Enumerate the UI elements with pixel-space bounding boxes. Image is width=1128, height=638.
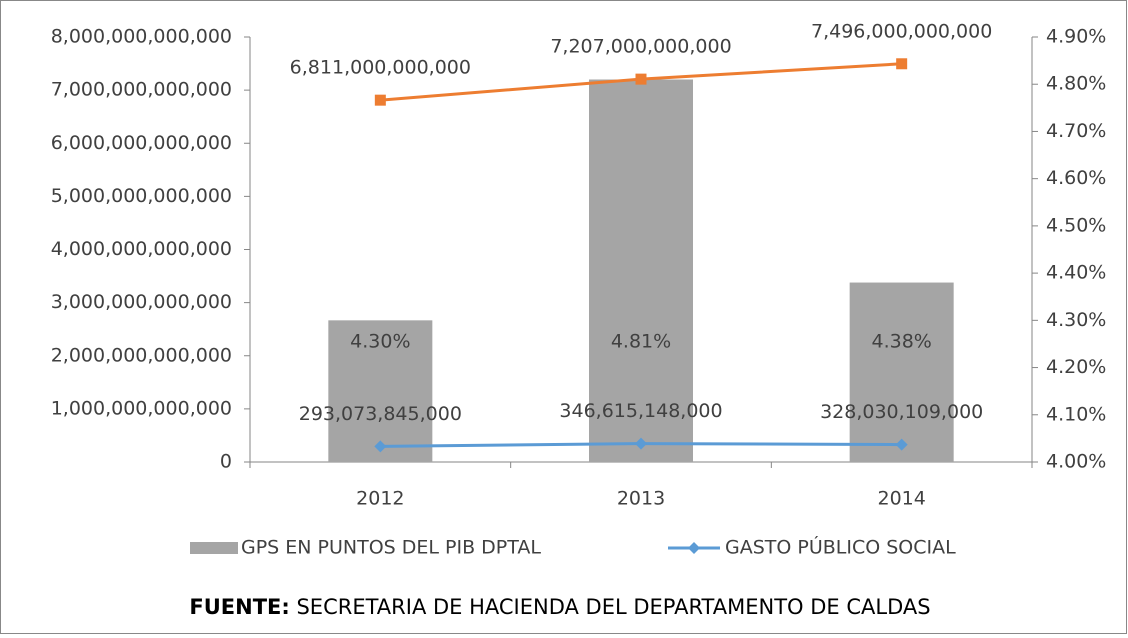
source-text: SECRETARIA DE HACIENDA DEL DEPARTAMENTO …	[296, 595, 930, 619]
bar	[589, 79, 693, 462]
x-tick-label: 2014	[877, 488, 925, 510]
point	[896, 58, 908, 70]
point	[635, 437, 647, 450]
y-tick-label: 5,000,000,000,000	[51, 185, 232, 207]
point	[374, 440, 387, 453]
legend-label: GPS EN PUNTOS DEL PIB DPTAL	[241, 537, 541, 559]
y-tick-label: 7,000,000,000,000	[51, 79, 232, 101]
y2-tick-label: 4.90%	[1046, 26, 1106, 48]
y2-tick-label: 4.00%	[1046, 451, 1106, 473]
y2-tick-label: 4.60%	[1046, 167, 1106, 189]
bar-label: 4.81%	[611, 331, 671, 353]
data-label: 7,496,000,000,000	[811, 20, 992, 42]
y2-tick-label: 4.40%	[1046, 262, 1106, 284]
y2-tick-label: 4.10%	[1046, 403, 1106, 425]
legend-label: GASTO PÚBLICO SOCIAL	[725, 535, 956, 559]
bar-label: 4.38%	[871, 331, 931, 353]
y2-tick-label: 4.30%	[1046, 309, 1106, 331]
data-label: 346,615,148,000	[559, 400, 722, 422]
y-tick-label: 4,000,000,000,000	[51, 238, 232, 260]
y-tick-label: 6,000,000,000,000	[51, 132, 232, 154]
data-label: 6,811,000,000,000	[290, 57, 471, 79]
point	[635, 73, 647, 85]
y-tick-label: 1,000,000,000,000	[51, 397, 232, 419]
y-tick-label: 8,000,000,000,000	[51, 26, 232, 48]
bar	[328, 320, 433, 462]
y2-tick-label: 4.20%	[1046, 356, 1106, 378]
source-label: FUENTE:	[189, 595, 289, 619]
data-label: 293,073,845,000	[299, 403, 462, 425]
y2-tick-label: 4.50%	[1046, 214, 1106, 236]
bar	[849, 282, 954, 462]
legend-swatch	[190, 542, 238, 554]
x-tick-label: 2012	[356, 488, 404, 510]
x-tick-label: 2013	[617, 488, 665, 510]
legend-marker	[688, 542, 700, 554]
data-label: 328,030,109,000	[820, 401, 983, 423]
point	[374, 94, 386, 106]
y-tick-label: 0	[220, 451, 232, 473]
y-tick-label: 3,000,000,000,000	[51, 291, 232, 313]
y-tick-label: 2,000,000,000,000	[51, 344, 232, 366]
point	[895, 438, 908, 451]
data-label: 7,207,000,000,000	[550, 36, 731, 58]
source: FUENTE: SECRETARIA DE HACIENDA DEL DEPAR…	[189, 595, 930, 619]
y2-tick-label: 4.80%	[1046, 73, 1106, 95]
y2-tick-label: 4.70%	[1046, 120, 1106, 142]
bar-label: 4.30%	[350, 331, 410, 353]
